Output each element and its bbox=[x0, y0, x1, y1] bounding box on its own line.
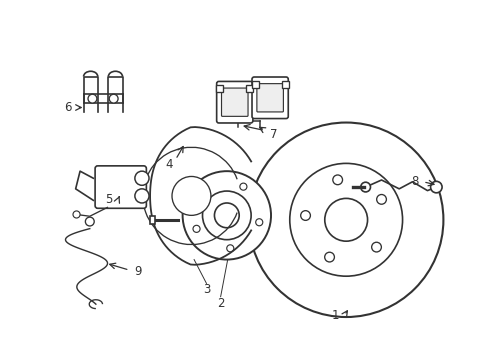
FancyBboxPatch shape bbox=[281, 81, 288, 88]
Text: 9: 9 bbox=[134, 265, 142, 278]
FancyBboxPatch shape bbox=[251, 77, 287, 118]
Text: 2: 2 bbox=[217, 297, 224, 310]
Circle shape bbox=[172, 176, 210, 215]
Circle shape bbox=[182, 171, 270, 260]
Circle shape bbox=[193, 225, 200, 233]
Circle shape bbox=[240, 183, 246, 190]
Text: 5: 5 bbox=[105, 193, 113, 206]
FancyBboxPatch shape bbox=[216, 81, 252, 123]
Circle shape bbox=[376, 194, 386, 204]
Circle shape bbox=[202, 191, 251, 240]
Circle shape bbox=[430, 181, 441, 193]
Circle shape bbox=[289, 163, 402, 276]
Circle shape bbox=[88, 94, 97, 103]
Circle shape bbox=[300, 211, 310, 220]
Circle shape bbox=[324, 252, 334, 262]
Circle shape bbox=[248, 122, 443, 317]
Circle shape bbox=[201, 187, 208, 194]
Circle shape bbox=[85, 217, 94, 226]
Text: 7: 7 bbox=[269, 127, 277, 140]
FancyBboxPatch shape bbox=[216, 85, 223, 93]
Text: 4: 4 bbox=[165, 158, 173, 171]
Circle shape bbox=[109, 94, 118, 103]
Circle shape bbox=[135, 171, 149, 185]
FancyBboxPatch shape bbox=[256, 84, 283, 112]
Text: 6: 6 bbox=[64, 101, 71, 114]
Circle shape bbox=[255, 219, 262, 226]
Circle shape bbox=[324, 198, 367, 241]
Circle shape bbox=[73, 211, 80, 218]
Text: 1: 1 bbox=[331, 309, 339, 322]
FancyBboxPatch shape bbox=[221, 88, 247, 116]
Circle shape bbox=[371, 242, 381, 252]
Circle shape bbox=[360, 182, 370, 192]
Text: 8: 8 bbox=[410, 175, 418, 188]
Circle shape bbox=[226, 245, 233, 252]
Circle shape bbox=[214, 203, 239, 228]
FancyBboxPatch shape bbox=[150, 216, 155, 224]
FancyBboxPatch shape bbox=[95, 166, 146, 208]
FancyBboxPatch shape bbox=[251, 81, 258, 88]
FancyBboxPatch shape bbox=[246, 85, 253, 93]
Text: 3: 3 bbox=[203, 283, 210, 296]
Circle shape bbox=[135, 189, 149, 203]
Circle shape bbox=[332, 175, 342, 185]
